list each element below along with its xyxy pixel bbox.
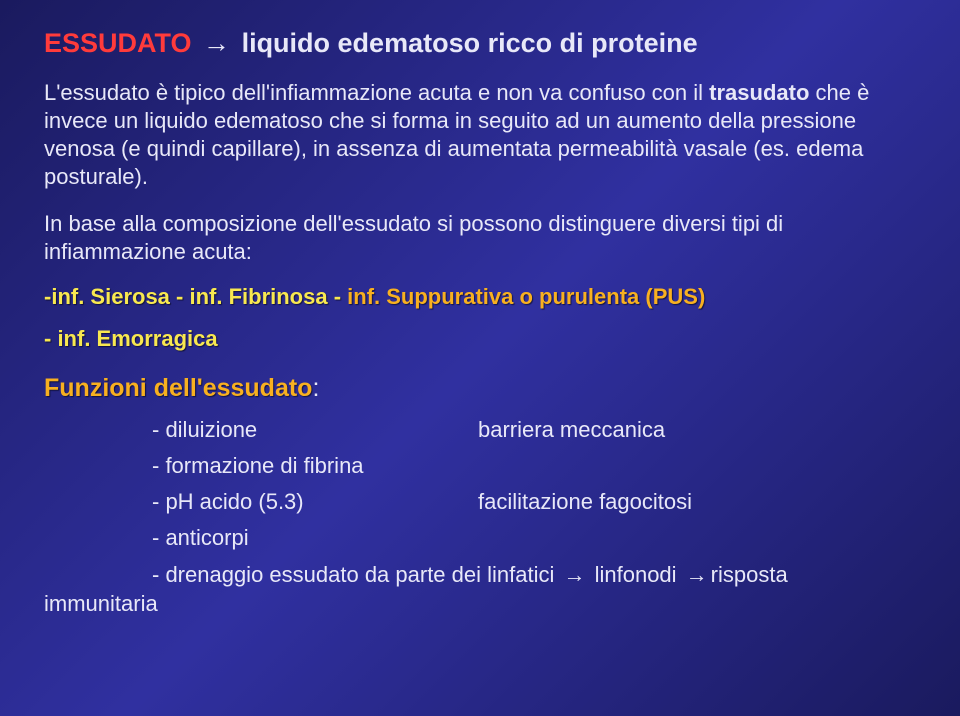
para1-trasudato: trasudato bbox=[709, 80, 809, 105]
title-arrow-icon: → bbox=[199, 28, 234, 58]
funzioni-heading-text: Funzioni dell'essudato bbox=[44, 374, 312, 402]
paragraph-2: In base alla composizione dell'essudato … bbox=[44, 210, 916, 266]
bullet-anticorpi: - anticorpi bbox=[152, 525, 478, 551]
bullet-row: - formazione di fibrina bbox=[44, 453, 916, 479]
bullet-fibrina: - formazione di fibrina bbox=[152, 453, 478, 479]
bullet-row: - pH acido (5.3) facilitazione fagocitos… bbox=[44, 489, 916, 515]
bullet-row: - diluizione barriera meccanica bbox=[44, 417, 916, 443]
last-wrap2: immunitaria bbox=[44, 590, 916, 619]
type-suppurativa: inf. Suppurativa o purulenta (PUS) bbox=[347, 284, 705, 309]
bullet-drenaggio: - drenaggio essudato da parte dei linfat… bbox=[44, 561, 916, 618]
bullet-diluizione: - diluizione bbox=[152, 417, 478, 443]
types-line-2: - inf. Emorragica bbox=[44, 326, 916, 352]
bullet-fagocitosi: facilitazione fagocitosi bbox=[478, 489, 692, 515]
funzioni-heading: Funzioni dell'essudato: bbox=[44, 374, 916, 403]
paragraph-1: L'essudato è tipico dell'infiammazione a… bbox=[44, 79, 916, 192]
funzioni-colon: : bbox=[312, 374, 319, 402]
last-pre: - drenaggio essudato da parte dei linfat… bbox=[152, 562, 560, 587]
bullet-barriera: barriera meccanica bbox=[478, 417, 665, 443]
last-mid: linfonodi bbox=[588, 562, 682, 587]
bullet-row: - anticorpi bbox=[44, 525, 916, 551]
last-wrap1: risposta bbox=[711, 562, 788, 587]
arrow-icon: → bbox=[683, 562, 711, 587]
type-sierosa: -inf. Sierosa bbox=[44, 284, 170, 309]
types-line-1: -inf. Sierosa - inf. Fibrinosa - inf. Su… bbox=[44, 284, 916, 310]
bullet-ph: - pH acido (5.3) bbox=[152, 489, 478, 515]
type-fibrinosa: - inf. Fibrinosa - bbox=[170, 284, 347, 309]
title-essudato: ESSUDATO bbox=[44, 28, 192, 58]
para1-pre: L'essudato è tipico dell'infiammazione a… bbox=[44, 80, 709, 105]
title-rest: liquido edematoso ricco di proteine bbox=[242, 28, 698, 58]
slide-title: ESSUDATO → liquido edematoso ricco di pr… bbox=[44, 28, 916, 59]
type-emorragica: - inf. Emorragica bbox=[44, 326, 218, 351]
arrow-icon: → bbox=[560, 562, 588, 587]
